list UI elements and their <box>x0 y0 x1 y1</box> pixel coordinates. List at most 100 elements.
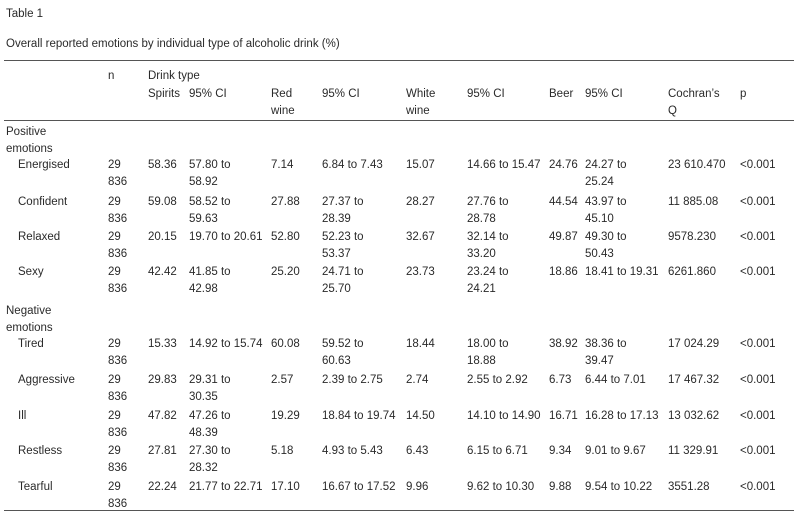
table-cell: 28.27 <box>406 196 435 208</box>
group-label: Negative emotions <box>6 305 53 334</box>
table-cell: 29 836 <box>108 266 128 295</box>
row-label: Tearful <box>18 481 53 493</box>
table-cell: 29 836 <box>108 159 128 188</box>
table-cell: 6261.860 <box>668 266 716 278</box>
table-cell: 23.24 to 24.21 <box>467 266 509 295</box>
table-cell: 43.97 to 45.10 <box>585 196 627 225</box>
header-col-5: 95% CI <box>467 88 505 100</box>
table-cell: 49.30 to 50.43 <box>585 231 627 260</box>
table-cell: 11 329.91 <box>668 445 719 457</box>
table-cell: 6.43 <box>406 445 429 457</box>
header-col-7: 95% CI <box>585 88 623 100</box>
header-col-6: Beer <box>549 88 574 100</box>
table-cell: 27.30 to 28.32 <box>189 445 231 474</box>
table-cell: 20.15 <box>148 231 177 243</box>
table-cell: <0.001 <box>740 266 776 278</box>
table-cell: 25.20 <box>271 266 300 278</box>
table-cell: 14.50 <box>406 410 435 422</box>
table-cell: 3551.28 <box>668 481 710 493</box>
table-cell: 22.24 <box>148 481 177 493</box>
table-cell: 17 024.29 <box>668 338 720 350</box>
table-cell: 18.41 to 19.31 <box>585 266 659 278</box>
table-cell: 14.10 to 14.90 <box>467 410 541 422</box>
table-cell: <0.001 <box>740 410 776 422</box>
table-cell: 4.93 to 5.43 <box>322 445 383 457</box>
header-col-1: 95% CI <box>189 88 227 100</box>
table-cell: 29 836 <box>108 445 128 474</box>
table-cell: <0.001 <box>740 159 776 171</box>
table-cell: 29 836 <box>108 410 128 439</box>
table-cell: 9.54 to 10.22 <box>585 481 653 493</box>
table-cell: 38.36 to 39.47 <box>585 338 627 367</box>
table-cell: 27.76 to 28.78 <box>467 196 509 225</box>
table-cell: 9.96 <box>406 481 429 493</box>
table-cell: <0.001 <box>740 445 776 457</box>
table-cell: 60.08 <box>271 338 300 350</box>
header-col-9: p <box>740 88 747 100</box>
table-cell: 27.81 <box>148 445 177 457</box>
table-cell: 29 836 <box>108 231 128 260</box>
table-cell: 57.80 to 58.92 <box>189 159 231 188</box>
table-cell: 59.52 to 60.63 <box>322 338 364 367</box>
table-cell: 29.31 to 30.35 <box>189 374 231 403</box>
table-cell: 27.37 to 28.39 <box>322 196 364 225</box>
table-cell: 58.52 to 59.63 <box>189 196 231 225</box>
table-cell: 14.66 to 15.47 <box>467 159 541 171</box>
table-cell: 59.08 <box>148 196 177 208</box>
table-caption: Table 1 <box>6 8 44 20</box>
table-cell: 47.26 to 48.39 <box>189 410 231 439</box>
table-cell: 47.82 <box>148 410 177 422</box>
table-cell: <0.001 <box>740 196 776 208</box>
table-cell: 29 836 <box>108 338 128 367</box>
table-cell: 2.74 <box>406 374 429 386</box>
table-cell: 15.07 <box>406 159 435 171</box>
row-label: Ill <box>18 410 27 422</box>
table-cell: 52.23 to 53.37 <box>322 231 364 260</box>
table-cell: 38.92 <box>549 338 578 350</box>
table-cell: 52.80 <box>271 231 300 243</box>
table-cell: 16.28 to 17.13 <box>585 410 659 422</box>
table-cell: 2.55 to 2.92 <box>467 374 528 386</box>
table-cell: 29.83 <box>148 374 177 386</box>
table-cell: 7.14 <box>271 159 294 171</box>
header-col-3: 95% CI <box>322 88 360 100</box>
table-cell: 58.36 <box>148 159 177 171</box>
table-cell: 5.18 <box>271 445 294 457</box>
table-cell: 27.88 <box>271 196 300 208</box>
row-label: Sexy <box>18 266 44 278</box>
header-col-4: White wine <box>406 88 436 117</box>
table-cell: 9.62 to 10.30 <box>467 481 535 493</box>
group-label: Positive emotions <box>6 126 53 155</box>
row-label: Restless <box>18 445 63 457</box>
table-cell: 24.76 <box>549 159 578 171</box>
table-cell: 6.73 <box>549 374 572 386</box>
table-cell: 14.92 to 15.74 <box>189 338 263 350</box>
table-cell: 18.84 to 19.74 <box>322 410 396 422</box>
table-cell: 21.77 to 22.71 <box>189 481 263 493</box>
table-cell: 29 836 <box>108 196 128 225</box>
table-cell: 17 467.32 <box>668 374 720 386</box>
header-rule <box>4 120 794 121</box>
table-cell: 49.87 <box>549 231 578 243</box>
table-cell: 17.10 <box>271 481 300 493</box>
table-cell: <0.001 <box>740 338 776 350</box>
table-title: Overall reported emotions by individual … <box>6 38 340 50</box>
table-cell: 19.29 <box>271 410 300 422</box>
table-cell: 23 610.470 <box>668 159 726 171</box>
table-cell: 6.84 to 7.43 <box>322 159 383 171</box>
table-cell: 16.67 to 17.52 <box>322 481 396 493</box>
table-cell: 32.67 <box>406 231 435 243</box>
header-col-8: Cochran’s Q <box>668 88 720 117</box>
header-col-0: Spirits <box>148 88 180 100</box>
table-cell: 18.00 to 18.88 <box>467 338 509 367</box>
table-cell: 41.85 to 42.98 <box>189 266 231 295</box>
table-cell: 44.54 <box>549 196 578 208</box>
table-cell: 19.70 to 20.61 <box>189 231 263 243</box>
table-cell: 15.33 <box>148 338 177 350</box>
table-cell: 9.34 <box>549 445 572 457</box>
header-col-2: Red wine <box>271 88 295 117</box>
table-cell: 16.71 <box>549 410 578 422</box>
row-label: Aggressive <box>18 374 75 386</box>
table-cell: 6.44 to 7.01 <box>585 374 646 386</box>
table-cell: <0.001 <box>740 231 776 243</box>
